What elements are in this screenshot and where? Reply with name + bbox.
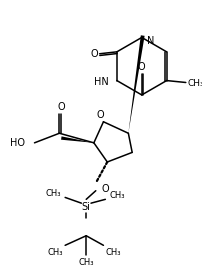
Text: CH₃: CH₃ [47,249,63,257]
Text: CH₃: CH₃ [46,189,61,198]
Text: CH₃: CH₃ [78,258,94,267]
Polygon shape [128,35,144,133]
Text: HO: HO [10,138,25,148]
Text: CH₃: CH₃ [105,249,120,257]
Text: CH₃: CH₃ [186,79,202,88]
Text: O: O [57,102,65,112]
Text: CH₃: CH₃ [108,191,124,200]
Text: N: N [146,36,153,46]
Text: O: O [137,62,145,72]
Text: O: O [96,110,104,120]
Polygon shape [61,136,93,143]
Text: HN: HN [94,77,109,87]
Text: Si: Si [81,202,90,212]
Text: O: O [90,49,97,59]
Text: O: O [101,184,109,194]
